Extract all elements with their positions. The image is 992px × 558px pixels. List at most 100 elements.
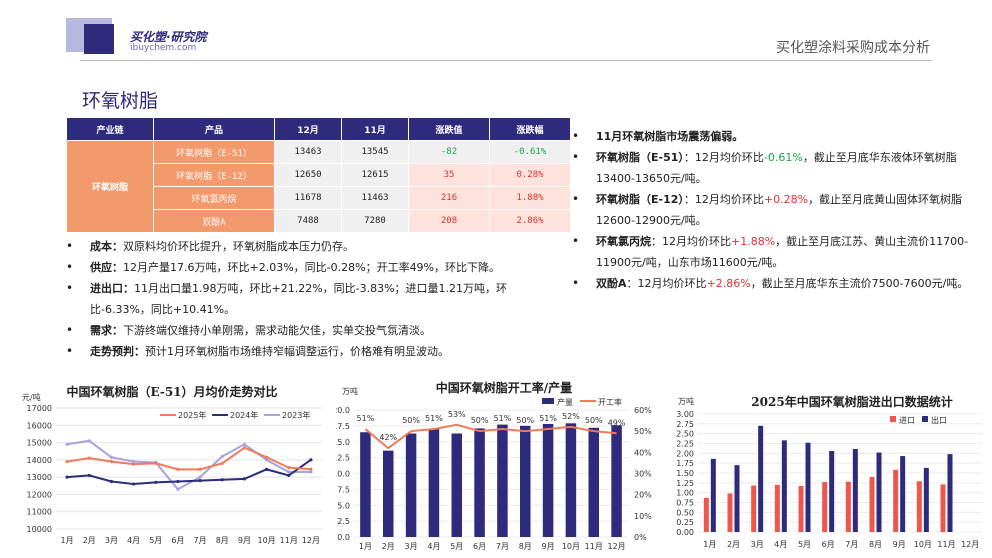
data-point xyxy=(109,455,114,459)
bar xyxy=(428,429,440,537)
x-tick-label: 8月 xyxy=(519,542,532,551)
x-tick-label: 2月 xyxy=(727,540,740,549)
nov-price: 12615 xyxy=(341,163,409,187)
bar xyxy=(774,484,780,532)
data-point xyxy=(131,462,136,466)
y-tick-label: 15.0 xyxy=(336,438,350,447)
data-point xyxy=(287,466,291,470)
data-point xyxy=(309,470,313,474)
data-point xyxy=(176,467,180,471)
bullet-label: 环氧氯丙烷 xyxy=(596,235,651,248)
x-tick-label: 12月 xyxy=(607,542,625,551)
x-tick-label: 7月 xyxy=(496,542,509,551)
col-header: 产品 xyxy=(153,117,275,141)
data-point xyxy=(242,442,247,446)
y-tick-label: 15000 xyxy=(27,439,52,448)
legend-label: 2023年 xyxy=(282,410,310,420)
x-tick-label: 5月 xyxy=(450,542,463,551)
bar xyxy=(900,456,906,532)
y-tick-label: 11000 xyxy=(27,508,52,517)
chart-title: 中国环氧树脂（E-51）月均价走势对比 xyxy=(66,384,277,399)
bar xyxy=(565,423,577,537)
y-tick-label: 14000 xyxy=(27,456,52,465)
x-tick-label: 9月 xyxy=(238,536,251,545)
data-point xyxy=(220,478,224,482)
y-tick-label: 1.75 xyxy=(676,459,694,468)
x-tick-label: 11月 xyxy=(280,536,298,545)
y-tick-label: 17000 xyxy=(27,404,52,413)
bar xyxy=(451,433,463,537)
table-row: 环氧树脂 环氧树脂（E-51） 13463 13545 -82 -0.61% xyxy=(66,140,571,233)
dec-price: 11678 xyxy=(274,186,342,210)
legend-label: 进口 xyxy=(899,416,915,425)
dec-price: 7488 xyxy=(274,209,342,233)
change-pct: -0.61% xyxy=(763,151,803,164)
change-pct: +0.28% xyxy=(763,193,809,206)
data-label: 52% xyxy=(562,412,580,421)
data-point xyxy=(87,456,91,460)
y-tick-label: 5.0 xyxy=(337,501,350,510)
y-tick-label: 1.25 xyxy=(676,479,694,488)
x-tick-label: 4月 xyxy=(127,536,140,545)
bar xyxy=(519,425,531,537)
bar xyxy=(893,469,899,532)
bar xyxy=(758,425,764,532)
x-tick-label: 4月 xyxy=(774,540,787,549)
bar xyxy=(588,427,600,537)
x-tick-label: 9月 xyxy=(893,540,906,549)
product-cell: 双酚A xyxy=(153,209,275,233)
series-line xyxy=(364,423,617,450)
bar xyxy=(798,485,804,532)
y-tick-label: 2.5 xyxy=(337,517,350,526)
bullet-text: ，截止至月底江苏、黄山主流价11700-11900元/吨，山东市场11600元/… xyxy=(596,235,969,269)
change-pct: -0.61% xyxy=(489,140,571,164)
y-tick-label: 1.00 xyxy=(676,489,694,498)
series-line xyxy=(66,446,311,471)
legend-swatch xyxy=(922,416,928,422)
y-tick-label: 13000 xyxy=(27,473,52,482)
data-point xyxy=(65,475,69,479)
data-label: 51% xyxy=(494,414,512,423)
x-tick-label: 10月 xyxy=(257,536,275,545)
price-table: 产业链 产品 12月 11月 涨跌值 涨跌幅 环氧树脂 环氧树脂（E-51） 1… xyxy=(66,117,571,233)
bullet-text: 下游终端仅维持小单刚需，需求动能欠佳，实单交投气氛清淡。 xyxy=(123,324,431,337)
bullet-text: ：12月均价环比 xyxy=(651,235,731,248)
change-pct: +2.86% xyxy=(706,277,751,290)
bullet-label: 走势预判： xyxy=(90,345,145,358)
data-point xyxy=(65,459,69,464)
bar xyxy=(751,485,757,532)
page-title: 环氧树脂 xyxy=(82,90,159,112)
bullet-label: 环氧树脂（E-12） xyxy=(596,193,684,206)
y2-tick-label: 10% xyxy=(634,512,652,521)
bar xyxy=(845,481,851,532)
y-axis-label: 万吨 xyxy=(678,396,694,406)
bullet-label: 需求： xyxy=(90,324,123,337)
x-tick-label: 10月 xyxy=(914,540,932,549)
x-tick-label: 3月 xyxy=(405,542,418,551)
y2-tick-label: 40% xyxy=(634,448,652,457)
x-tick-label: 11月 xyxy=(585,542,603,551)
header-divider xyxy=(80,60,932,61)
dec-price: 12650 xyxy=(274,163,342,187)
change-pct: 1.88% xyxy=(489,186,571,210)
list-item: 环氧树脂（E-51）：12月均价环比-0.61%，截止至月底华东液体环氧树脂13… xyxy=(572,147,982,189)
product-cell: 环氧氯丙烷 xyxy=(153,186,275,210)
data-point xyxy=(87,473,91,478)
bullet-text: 预计1月环氧树脂市场维持窄幅调整运行，价格难有明显波动。 xyxy=(145,345,449,358)
bullet-text: ：12月均价环比 xyxy=(683,151,764,164)
bullet-text: ，截止至月底华东液体环氧树脂13400-13650元/吨。 xyxy=(596,151,957,185)
list-item: 成本：双原料均价环比提升，环氧树脂成本压力仍存。 xyxy=(66,236,556,257)
x-tick-label: 3月 xyxy=(751,540,764,549)
y-tick-label: 12.5 xyxy=(336,454,350,463)
legend-swatch xyxy=(542,398,554,404)
bar xyxy=(727,493,733,532)
bar xyxy=(852,449,858,532)
data-point xyxy=(220,454,224,458)
data-label: 50% xyxy=(516,416,534,425)
table-header-row: 产业链 产品 12月 11月 涨跌值 涨跌幅 xyxy=(66,117,571,141)
bar xyxy=(611,425,622,537)
logo-name: 买化塑·研究院 xyxy=(130,30,207,44)
logo-block-dark xyxy=(84,24,114,54)
data-point xyxy=(154,461,158,465)
data-point xyxy=(176,487,180,491)
